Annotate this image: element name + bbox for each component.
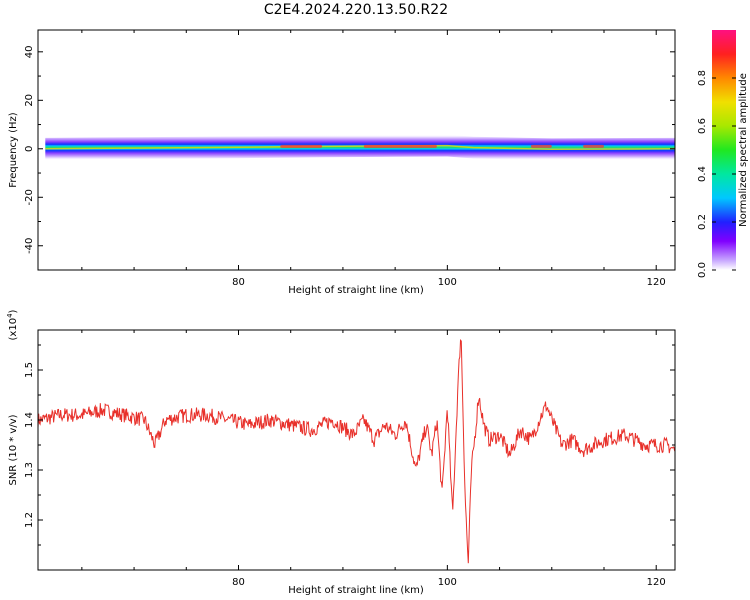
snr-x-tick-label: 100	[438, 577, 457, 588]
colorbar-tick-label: 0.2	[697, 214, 708, 230]
spectrogram-x-tick-label: 80	[232, 277, 245, 288]
snr-x-axis-label: Height of straight line (km)	[288, 585, 424, 596]
snr-y-tick-label: 1.3	[24, 462, 35, 478]
spectral-peak-region	[583, 144, 604, 148]
colorbar: 0.0 0.2 0.4 0.6 0.8 Normalized spectral ampl…	[697, 30, 749, 278]
colorbar-tick-label: 0.8	[697, 70, 708, 86]
colorbar-label: Normalized spectral amplitude	[738, 73, 749, 227]
colorbar-gradient	[712, 30, 736, 270]
spectral-peak-region	[530, 144, 552, 148]
spectrogram-panel: 80 100 120 -40 -20 0 20 40 Height of straight l…	[8, 29, 676, 296]
snr-x-tick-label: 120	[647, 577, 666, 588]
snr-panel: 80 100 120 1.2 1.3 1.4 1.5 Height of straight …	[6, 309, 676, 596]
snr-y-axis-label: SNR (10 * v/v)	[8, 414, 19, 485]
spectral-peak-region	[363, 144, 437, 148]
snr-frame	[37, 329, 676, 571]
colorbar-tick-label: 0.6	[697, 118, 708, 134]
snr-x-tick-label: 80	[232, 577, 245, 588]
colorbar-tick-label: 0.0	[697, 262, 708, 278]
spectrogram-frame	[37, 29, 676, 271]
spectrogram-y-tick-label: 20	[24, 94, 35, 107]
spectrogram-x-tick-label: 100	[438, 277, 457, 288]
spectral-band	[45, 134, 675, 161]
snr-y-multiplier: (x104)	[6, 309, 19, 340]
snr-y-tick-label: 1.4	[24, 412, 35, 428]
figure-title: C2E4.2024.220.13.50.R22	[264, 2, 448, 18]
snr-y-tick-label: 1.5	[24, 362, 35, 378]
snr-series-line	[38, 338, 675, 564]
spectral-peak-region	[280, 144, 323, 148]
spectrogram-y-axis-label: Frequency (Hz)	[8, 112, 19, 188]
spectrogram-y-tick-label: 0	[24, 146, 35, 152]
spectrogram-x-axis-label: Height of straight line (km)	[288, 285, 424, 296]
spectrogram-y-tick-label: -40	[24, 238, 35, 254]
spectrogram-y-tick-label: -20	[24, 189, 35, 205]
colorbar-tick-label: 0.4	[697, 166, 708, 182]
spectrogram-x-tick-label: 120	[647, 277, 666, 288]
snr-y-tick-label: 1.2	[24, 512, 35, 528]
spectrogram-y-tick-label: 40	[24, 45, 35, 58]
